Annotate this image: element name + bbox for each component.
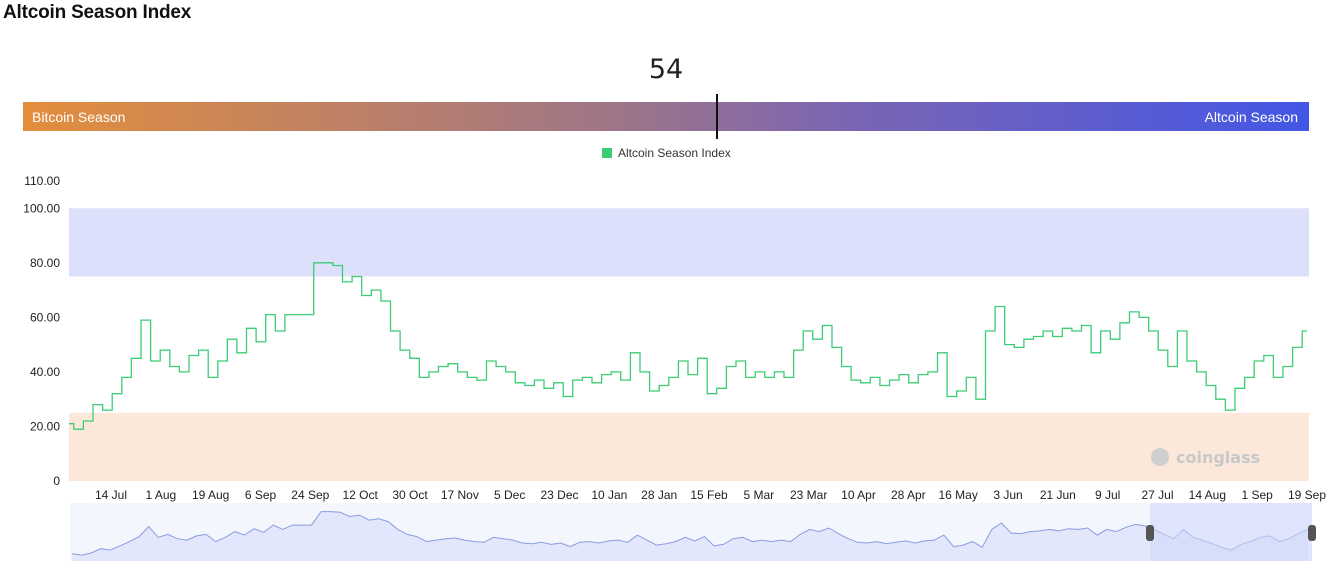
gauge-value: 54 <box>648 54 684 85</box>
watermark-icon <box>1151 448 1169 466</box>
x-tick-label: 15 Feb <box>690 488 728 502</box>
x-tick-label: 30 Oct <box>392 488 428 502</box>
y-tick-label: 60.00 <box>30 310 60 324</box>
navigator-line <box>71 511 1309 556</box>
x-tick-label: 14 Aug <box>1189 488 1226 502</box>
x-tick-label: 1 Aug <box>145 488 176 502</box>
y-tick-label: 110.00 <box>24 174 60 188</box>
x-tick-label: 12 Oct <box>342 488 378 502</box>
y-tick-label: 20.00 <box>30 419 60 433</box>
season-band-0 <box>69 208 1309 277</box>
x-tick-label: 3 Jun <box>993 488 1022 502</box>
x-tick-label: 16 May <box>938 488 977 502</box>
x-tick-label: 10 Jan <box>591 488 627 502</box>
y-tick-label: 100.00 <box>23 201 60 215</box>
bitcoin-season-label: Bitcoin Season <box>32 109 126 125</box>
season-gauge-bar: Bitcoin Season Altcoin Season <box>23 102 1309 131</box>
legend-label: Altcoin Season Index <box>618 146 731 160</box>
x-tick-label: 23 Mar <box>790 488 827 502</box>
navigator-selection <box>1150 503 1312 561</box>
x-tick-label: 24 Sep <box>291 488 329 502</box>
x-tick-label: 19 Aug <box>192 488 229 502</box>
x-axis: 14 Jul 1 Aug 19 Aug 6 Sep 24 Sep 12 Oct 30 Oct… <box>95 488 1326 502</box>
gauge-marker <box>716 94 719 139</box>
navigator-area <box>72 511 1308 561</box>
y-tick-label: 40.00 <box>30 365 60 379</box>
x-tick-label: 19 Sep <box>1288 488 1326 502</box>
x-tick-label: 10 Apr <box>841 488 876 502</box>
legend-swatch-icon <box>602 148 612 158</box>
x-tick-label: 28 Apr <box>891 488 926 502</box>
x-tick-label: 6 Sep <box>245 488 277 502</box>
navigator-left-handle[interactable] <box>1146 525 1154 541</box>
season-band-1 <box>69 412 1309 481</box>
x-tick-label: 28 Jan <box>641 488 677 502</box>
watermark-logo: coinglass <box>1151 448 1260 467</box>
legend-item[interactable]: Altcoin Season Index <box>602 146 731 160</box>
x-tick-label: 5 Mar <box>743 488 774 502</box>
y-tick-label: 0 <box>53 474 60 488</box>
x-tick-label: 23 Dec <box>540 488 578 502</box>
y-tick-label: 80.00 <box>30 256 60 270</box>
altcoin-season-label: Altcoin Season <box>1204 109 1298 125</box>
range-navigator[interactable] <box>70 503 1316 561</box>
x-tick-label: 21 Jun <box>1040 488 1076 502</box>
series-line-altcoin-season-index <box>69 262 1307 430</box>
navigator-right-handle[interactable] <box>1308 525 1316 541</box>
season-bands <box>69 208 1309 481</box>
x-tick-label: 9 Jul <box>1095 488 1120 502</box>
x-tick-label: 27 Jul <box>1141 488 1173 502</box>
x-tick-label: 5 Dec <box>494 488 525 502</box>
y-axis: 0 20.00 40.00 60.00 80.00 100.00 110.00 <box>23 174 60 488</box>
watermark-text: coinglass <box>1176 448 1260 467</box>
x-tick-label: 1 Sep <box>1241 488 1273 502</box>
page-title: Altcoin Season Index <box>3 2 192 23</box>
x-tick-label: 17 Nov <box>441 488 479 502</box>
x-tick-label: 14 Jul <box>95 488 127 502</box>
